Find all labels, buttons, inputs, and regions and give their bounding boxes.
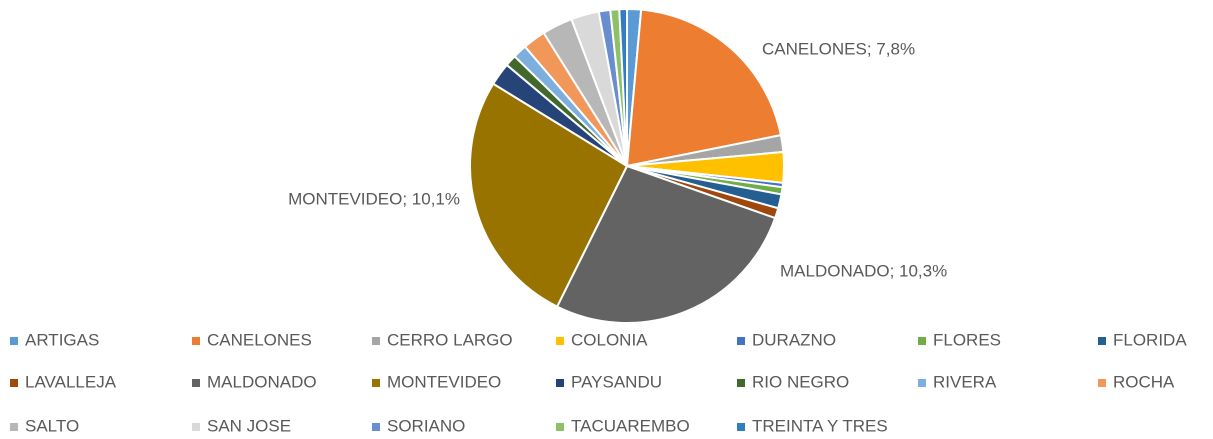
- legend-swatch: [556, 337, 564, 345]
- legend-label: CERRO LARGO: [387, 330, 513, 349]
- legend-label: SAN JOSE: [207, 416, 291, 435]
- legend-label: CANELONES: [207, 330, 312, 349]
- pie-slice: [555, 164, 777, 324]
- legend-swatch: [737, 379, 745, 387]
- legend-label: PAYSANDU: [571, 372, 662, 391]
- legend-swatch: [372, 423, 380, 431]
- pie-slice: [625, 8, 783, 168]
- legend-label: ARTIGAS: [25, 330, 99, 349]
- legend-label: FLORIDA: [1113, 330, 1187, 349]
- legend-swatch: [10, 337, 18, 345]
- legend-label: FLORES: [933, 330, 1001, 349]
- legend-swatch: [192, 423, 200, 431]
- legend-swatch: [737, 423, 745, 431]
- legend-swatch: [372, 379, 380, 387]
- legend-label: MONTEVIDEO: [387, 372, 501, 391]
- legend-swatch: [918, 379, 926, 387]
- data-label: MALDONADO; 10,3%: [780, 261, 947, 280]
- legend-label: COLONIA: [571, 330, 648, 349]
- legend-swatch: [737, 337, 745, 345]
- legend-label: RIVERA: [933, 372, 997, 391]
- legend-label: TACUAREMBO: [571, 416, 690, 435]
- legend-label: RIO NEGRO: [752, 372, 849, 391]
- legend-swatch: [192, 337, 200, 345]
- legend-label: ROCHA: [1113, 372, 1175, 391]
- pie-slice: [469, 82, 629, 308]
- legend-swatch: [10, 379, 18, 387]
- legend-label: MALDONADO: [207, 372, 317, 391]
- data-label: MONTEVIDEO; 10,1%: [288, 189, 460, 208]
- legend-swatch: [1098, 379, 1106, 387]
- legend-swatch: [1098, 337, 1106, 345]
- legend-swatch: [192, 379, 200, 387]
- legend-swatch: [556, 379, 564, 387]
- pie-slice: [618, 7, 628, 167]
- legend-label: LAVALLEJA: [25, 372, 117, 391]
- legend-swatch: [372, 337, 380, 345]
- legend-swatch: [556, 423, 564, 431]
- legend-swatch: [918, 337, 926, 345]
- legend-label: SALTO: [25, 416, 79, 435]
- legend-label: TREINTA Y TRES: [752, 416, 888, 435]
- legend-label: DURAZNO: [752, 330, 836, 349]
- legend-label: SORIANO: [387, 416, 465, 435]
- data-label: CANELONES; 7,8%: [762, 39, 915, 58]
- legend-swatch: [10, 423, 18, 431]
